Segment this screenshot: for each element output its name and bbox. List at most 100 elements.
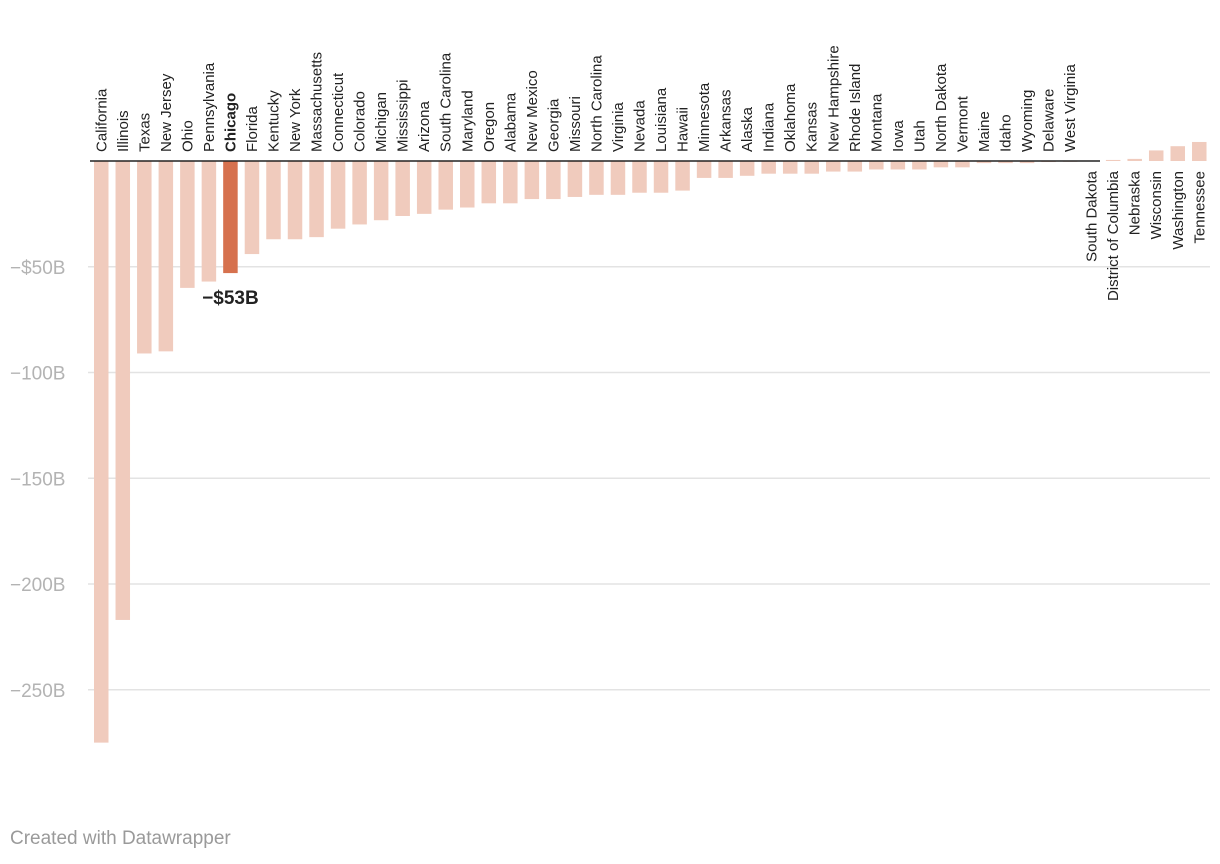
bar-oregon: [481, 161, 497, 204]
category-label: Minnesota: [696, 82, 713, 152]
category-label: Rhode Island: [847, 64, 864, 152]
category-label: Tennessee: [1191, 171, 1208, 244]
bar-pennsylvania: [201, 161, 217, 282]
category-label: Kansas: [804, 102, 821, 152]
category-labels: California Illinois Texas New Jersey Ohio Pen…: [93, 45, 1208, 309]
category-label: Massachusetts: [309, 52, 326, 152]
bar-new-york: [287, 161, 303, 240]
category-label: Virginia: [610, 102, 627, 152]
category-label: Montana: [868, 93, 885, 152]
bar-alaska: [739, 161, 755, 176]
bar-wyoming: [1019, 161, 1035, 164]
bar-maryland: [460, 161, 475, 208]
bar-ohio: [180, 161, 195, 288]
bar-connecticut: [330, 161, 346, 229]
bar-chicago: [223, 161, 238, 274]
category-label: Oregon: [481, 102, 498, 152]
category-label: Texas: [136, 113, 153, 152]
bar-kentucky: [266, 161, 281, 240]
bar-north-dakota: [933, 161, 949, 168]
category-label: Wisconsin: [1148, 171, 1165, 239]
category-label: New Mexico: [524, 70, 541, 152]
category-label: Alabama: [502, 92, 519, 152]
y-tick-label: −$50B: [10, 258, 65, 279]
bar-hawaii: [675, 161, 690, 191]
category-label: Illinois: [115, 110, 132, 152]
category-label: Alaska: [739, 106, 756, 152]
bar-minnesota: [696, 161, 712, 178]
bars: [90, 141, 1207, 743]
category-label: Pennsylvania: [201, 62, 218, 152]
category-label: Hawaii: [675, 107, 692, 152]
category-label: New York: [287, 88, 304, 152]
bar-wisconsin: [1148, 150, 1164, 161]
category-label: Colorado: [352, 91, 369, 152]
bar-nevada: [632, 161, 647, 193]
bar-nebraska: [1127, 158, 1142, 161]
bar-utah: [912, 161, 927, 170]
category-label: District of Columbia: [1105, 170, 1122, 301]
category-label: Arizona: [416, 100, 433, 152]
category-label: New Jersey: [158, 73, 175, 152]
category-label: Nevada: [632, 100, 649, 152]
category-label: Oklahoma: [782, 83, 799, 152]
category-label: North Carolina: [588, 55, 605, 152]
bar-new-jersey: [158, 161, 174, 352]
category-label: West Virginia: [1062, 64, 1079, 152]
category-label: Indiana: [761, 102, 778, 152]
y-tick-label: −150B: [10, 469, 65, 490]
bar-florida: [244, 161, 260, 255]
bar-district-of-columbia: [1105, 159, 1121, 161]
y-tick-label: −100B: [10, 364, 65, 385]
y-tick-label: −200B: [10, 575, 65, 596]
bar-idaho: [998, 161, 1013, 164]
category-label: South Carolina: [438, 52, 455, 152]
category-label: California: [93, 88, 110, 152]
category-label: Michigan: [373, 92, 390, 152]
category-label: Chicago: [222, 93, 239, 152]
category-label: South Dakota: [1084, 170, 1101, 262]
category-label: Iowa: [890, 120, 907, 152]
category-label: Ohio: [179, 120, 196, 152]
bar-missouri: [567, 161, 583, 197]
category-label: Florida: [244, 105, 261, 152]
bar-virginia: [610, 161, 626, 195]
bar-oklahoma: [782, 161, 798, 174]
bar-michigan: [373, 161, 389, 221]
category-label: Nebraska: [1127, 170, 1144, 235]
bar-new-hampshire: [826, 161, 841, 172]
bar-arkansas: [718, 161, 733, 178]
category-label: Louisiana: [653, 87, 670, 152]
bar-new-mexico: [524, 161, 540, 200]
bar-colorado: [352, 161, 367, 225]
category-label: Wyoming: [1019, 90, 1036, 152]
bar-north-carolina: [589, 161, 604, 195]
category-label: Vermont: [954, 95, 971, 152]
category-label: North Dakota: [933, 63, 950, 152]
bar-montana: [869, 161, 884, 170]
bar-california: [94, 161, 109, 743]
bar-georgia: [546, 161, 561, 200]
bar-kansas: [804, 161, 819, 174]
category-label: Delaware: [1041, 89, 1058, 152]
category-label: Maryland: [459, 90, 476, 152]
category-label: Washington: [1170, 171, 1187, 250]
category-label: Connecticut: [330, 72, 347, 152]
bar-washington: [1170, 146, 1185, 161]
category-label: Maine: [976, 111, 993, 152]
category-label: Arkansas: [718, 89, 735, 152]
category-label: Idaho: [998, 114, 1015, 152]
bar-massachusetts: [309, 161, 324, 238]
bar-texas: [137, 161, 152, 354]
category-label: New Hampshire: [825, 45, 842, 152]
bar-indiana: [761, 161, 776, 174]
bar-tennessee: [1192, 141, 1207, 161]
category-label: Mississippi: [395, 79, 412, 152]
y-tick-label: −250B: [10, 681, 65, 702]
bar-mississippi: [395, 161, 410, 216]
bar-maine: [976, 161, 992, 164]
bar-louisiana: [653, 161, 669, 193]
category-label: Utah: [911, 120, 928, 152]
bar-chart: −$50B −100B −150B −200B −250B California Illi…: [10, 45, 1210, 743]
bar-rhode-island: [847, 161, 863, 172]
